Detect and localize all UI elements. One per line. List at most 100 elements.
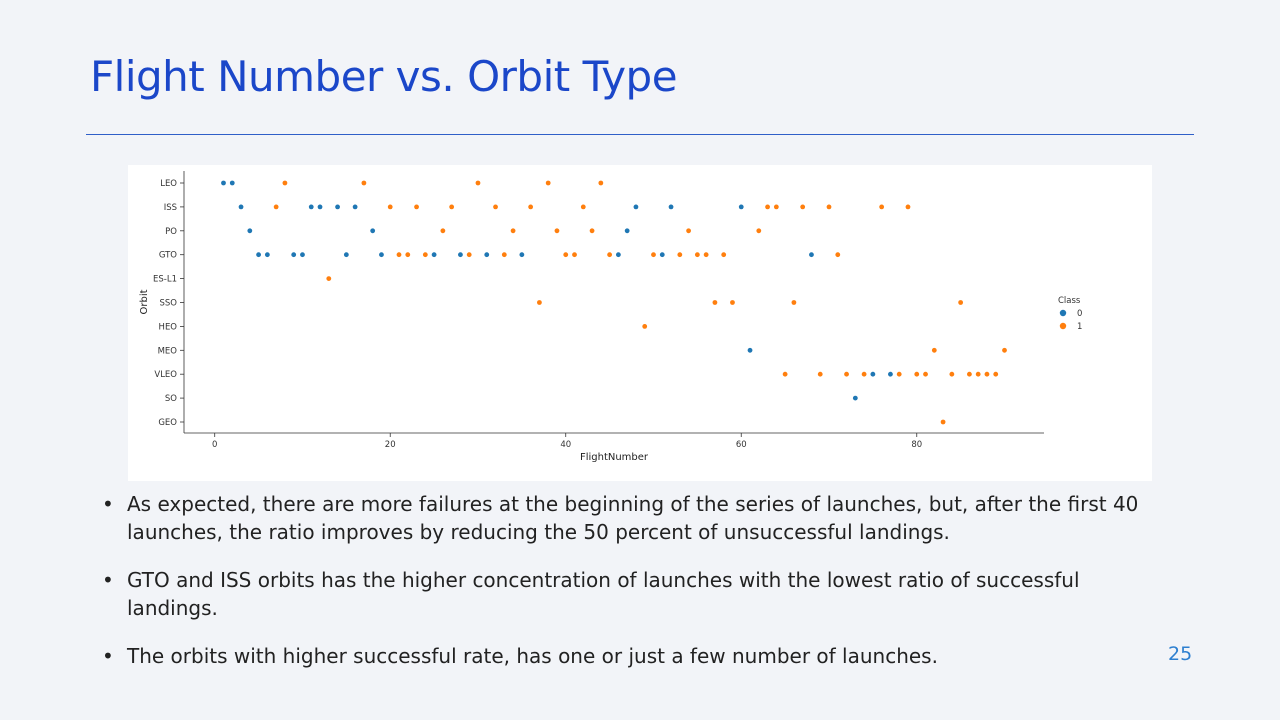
- data-point-class-1: [896, 371, 902, 377]
- data-point-class-1: [1002, 347, 1007, 353]
- data-point-class-0: [221, 180, 226, 186]
- data-point-class-1: [905, 204, 911, 210]
- y-tick-label: GEO: [158, 418, 177, 428]
- data-point-class-1: [493, 204, 498, 210]
- x-tick-label: 20: [385, 440, 396, 450]
- legend-title: Class: [1058, 296, 1081, 306]
- bullet-dot: •: [102, 492, 114, 516]
- data-point-class-0: [519, 252, 525, 258]
- data-point-class-1: [572, 252, 577, 258]
- data-point-class-1: [835, 252, 841, 258]
- data-point-class-1: [677, 252, 683, 258]
- data-point-class-1: [773, 204, 779, 210]
- data-point-class-0: [747, 347, 753, 353]
- data-point-class-0: [317, 204, 323, 210]
- data-point-class-0: [431, 252, 437, 258]
- data-point-class-1: [563, 252, 569, 258]
- x-axis-title: FlightNumber: [580, 452, 649, 463]
- data-point-class-0: [668, 204, 674, 210]
- data-point-class-1: [282, 180, 288, 186]
- data-point-class-1: [940, 419, 946, 425]
- y-tick-label: PO: [165, 227, 177, 237]
- data-point-class-1: [712, 300, 718, 305]
- x-tick-label: 60: [736, 440, 747, 450]
- data-point-class-1: [651, 252, 656, 258]
- data-point-class-1: [765, 204, 770, 210]
- data-point-class-0: [852, 395, 858, 401]
- data-point-class-1: [387, 204, 393, 210]
- data-point-class-1: [949, 371, 955, 377]
- data-point-class-0: [291, 252, 297, 258]
- bullet-text: As expected, there are more failures at …: [127, 492, 1139, 544]
- data-point-class-1: [545, 180, 551, 186]
- data-point-class-1: [510, 228, 516, 234]
- data-point-class-0: [379, 252, 384, 258]
- bullet-dot: •: [102, 644, 114, 668]
- data-point-class-1: [326, 276, 332, 281]
- data-point-class-1: [598, 180, 604, 186]
- y-tick-label: ES-L1: [153, 275, 177, 285]
- x-tick-label: 40: [560, 440, 571, 450]
- data-point-class-0: [352, 204, 358, 210]
- data-point-class-0: [870, 371, 876, 377]
- data-point-class-1: [414, 204, 419, 210]
- legend-label-1: 1: [1077, 322, 1082, 332]
- data-point-class-1: [466, 252, 472, 258]
- data-point-class-1: [361, 180, 367, 186]
- data-point-class-0: [238, 204, 244, 210]
- data-point-class-0: [624, 228, 630, 234]
- data-point-class-1: [449, 204, 455, 210]
- y-tick-label: SSO: [160, 299, 178, 309]
- data-point-class-1: [580, 204, 586, 210]
- x-tick-label: 80: [911, 440, 922, 450]
- legend-marker-0: [1059, 309, 1067, 317]
- data-point-class-1: [958, 300, 964, 305]
- data-point-class-1: [694, 252, 700, 258]
- data-point-class-1: [879, 204, 885, 210]
- data-point-class-1: [537, 300, 542, 305]
- data-point-class-1: [800, 204, 806, 210]
- data-point-class-0: [343, 252, 349, 258]
- legend-marker-1: [1059, 322, 1067, 330]
- data-point-class-1: [756, 228, 762, 234]
- data-point-class-1: [528, 204, 534, 210]
- data-point-class-1: [817, 371, 823, 377]
- data-point-class-1: [554, 228, 560, 234]
- data-point-class-1: [967, 371, 972, 377]
- data-point-class-1: [607, 252, 613, 258]
- data-point-class-1: [861, 371, 867, 377]
- data-point-class-0: [308, 204, 314, 210]
- bullet-text: The orbits with higher successful rate, …: [127, 644, 938, 668]
- data-point-class-1: [721, 252, 727, 258]
- data-point-class-1: [826, 204, 832, 210]
- data-point-class-0: [484, 252, 490, 258]
- data-point-class-1: [984, 371, 990, 377]
- data-point-class-1: [703, 252, 709, 258]
- bullet-text: GTO and ISS orbits has the higher concen…: [127, 568, 1080, 620]
- bullet-item: • GTO and ISS orbits has the higher conce…: [100, 566, 1170, 622]
- data-point-class-0: [659, 252, 665, 258]
- data-point-class-1: [475, 180, 481, 186]
- data-point-class-0: [300, 252, 305, 258]
- data-point-class-1: [589, 228, 595, 234]
- data-point-class-1: [782, 371, 788, 377]
- data-point-class-1: [422, 252, 428, 258]
- scatter-chart-panel: LEO ISS PO GTO ES-L1 SSO HEO MEO VLEO SO GEO 0 20 40 6…: [128, 165, 1152, 481]
- data-point-class-0: [738, 204, 744, 210]
- bullet-item: • As expected, there are more failures at…: [100, 490, 1170, 546]
- data-point-class-1: [730, 300, 735, 305]
- data-point-class-1: [975, 371, 981, 377]
- data-point-class-1: [844, 371, 849, 377]
- data-point-class-0: [615, 252, 621, 258]
- data-point-class-1: [396, 252, 402, 258]
- data-point-class-0: [335, 204, 340, 210]
- y-tick-label: MEO: [158, 346, 178, 356]
- bullet-list: • As expected, there are more failures at…: [100, 490, 1170, 690]
- y-tick-label: VLEO: [154, 370, 177, 380]
- page-number: 25: [1168, 643, 1193, 665]
- data-point-class-0: [256, 252, 261, 258]
- data-point-class-0: [458, 252, 463, 258]
- y-axis-title: Orbit: [139, 289, 150, 314]
- data-point-class-1: [993, 371, 999, 377]
- data-point-class-0: [888, 371, 893, 377]
